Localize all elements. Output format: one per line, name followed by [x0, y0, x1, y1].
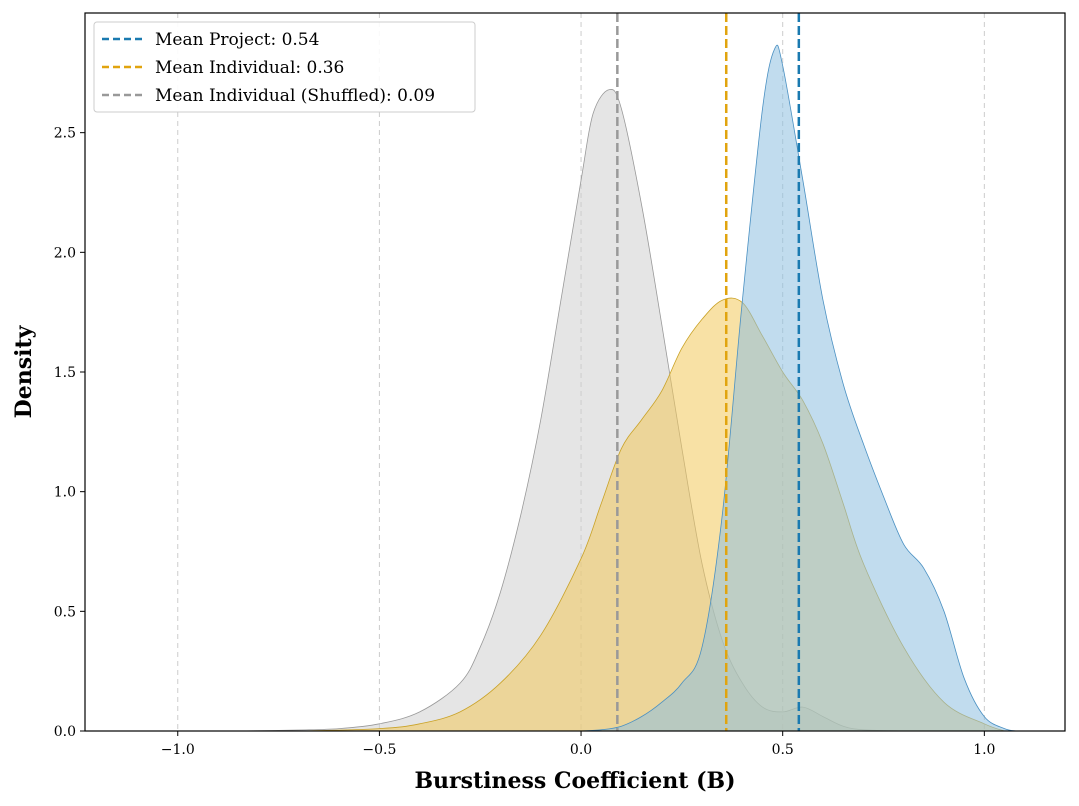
density-area-project [581, 45, 1017, 731]
x-axis-title: Burstiness Coefficient (B) [414, 768, 735, 794]
y-tick-label-4: 2.0 [54, 245, 76, 261]
x-tick-label-4: 1.0 [973, 742, 995, 758]
y-axis-title: Density [11, 324, 37, 418]
y-axis-ticks: 0.0 0.5 1.0 1.5 2.0 2.5 [54, 126, 85, 740]
y-tick-label-1: 0.5 [54, 604, 76, 620]
legend-label-project: Mean Project: 0.54 [155, 30, 319, 50]
x-tick-label-2: 0.0 [570, 742, 592, 758]
legend-label-shuffled: Mean Individual (Shuffled): 0.09 [155, 86, 435, 106]
x-tick-label-1: −0.5 [362, 742, 396, 758]
legend-box [93, 21, 476, 113]
x-tick-label-3: 0.5 [772, 742, 794, 758]
density-area-individual-shuffled [238, 89, 904, 731]
y-tick-label-5: 2.5 [54, 126, 76, 142]
legend: Mean Project: 0.54 Mean Individual: 0.36… [93, 21, 476, 113]
y-tick-label-2: 1.0 [54, 485, 76, 501]
x-tick-label-0: −1.0 [161, 742, 195, 758]
x-axis-ticks: −1.0 −0.5 0.0 0.5 1.0 [161, 731, 995, 758]
mean-lines [616, 13, 801, 731]
density-outline-project [580, 44, 1017, 732]
y-tick-label-0: 0.0 [54, 724, 76, 740]
y-tick-label-3: 1.5 [54, 365, 76, 381]
density-areas [238, 44, 1017, 732]
legend-label-individual: Mean Individual: 0.36 [155, 58, 344, 78]
